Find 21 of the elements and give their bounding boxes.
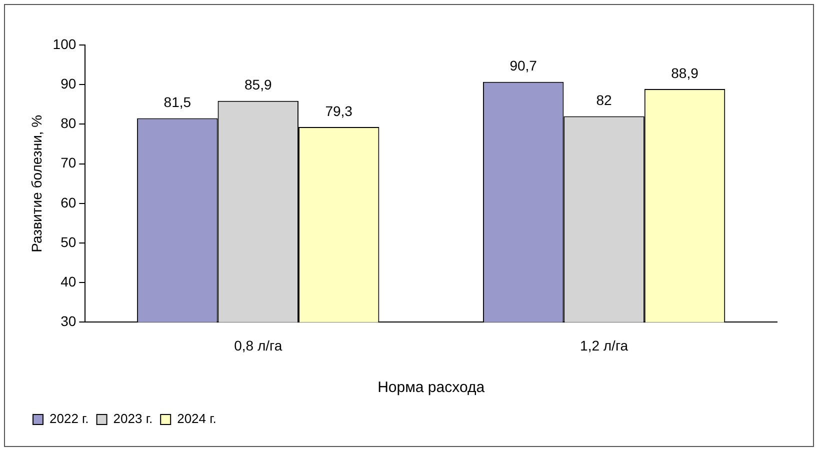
y-tick-label: 30	[60, 313, 76, 330]
legend-label: 2024 г.	[177, 411, 216, 426]
y-tick-label: 50	[60, 234, 76, 250]
data-label: 81,5	[164, 94, 192, 110]
legend-label: 2022 г.	[50, 411, 89, 426]
y-tick-label: 70	[60, 154, 76, 171]
y-tick-label: 60	[60, 194, 76, 210]
y-axis-title: Развитие болезни, %	[28, 114, 44, 252]
y-tick-label: 40	[60, 273, 76, 290]
legend-label: 2023 г.	[113, 411, 153, 426]
data-label: 88,9	[671, 64, 699, 81]
y-tick-label: 100	[52, 36, 76, 52]
y-tick-label: 90	[60, 75, 76, 92]
x-tick-label: 0,8 л/га	[234, 337, 282, 354]
x-tick-label: 1,2 л/га	[580, 337, 628, 354]
x-axis-title: Норма расхода	[378, 379, 486, 396]
data-label: 82	[596, 92, 612, 108]
data-label: 90,7	[510, 58, 538, 74]
y-tick-label: 80	[60, 115, 76, 132]
data-label: 85,9	[244, 76, 272, 93]
data-label: 79,3	[325, 102, 353, 119]
